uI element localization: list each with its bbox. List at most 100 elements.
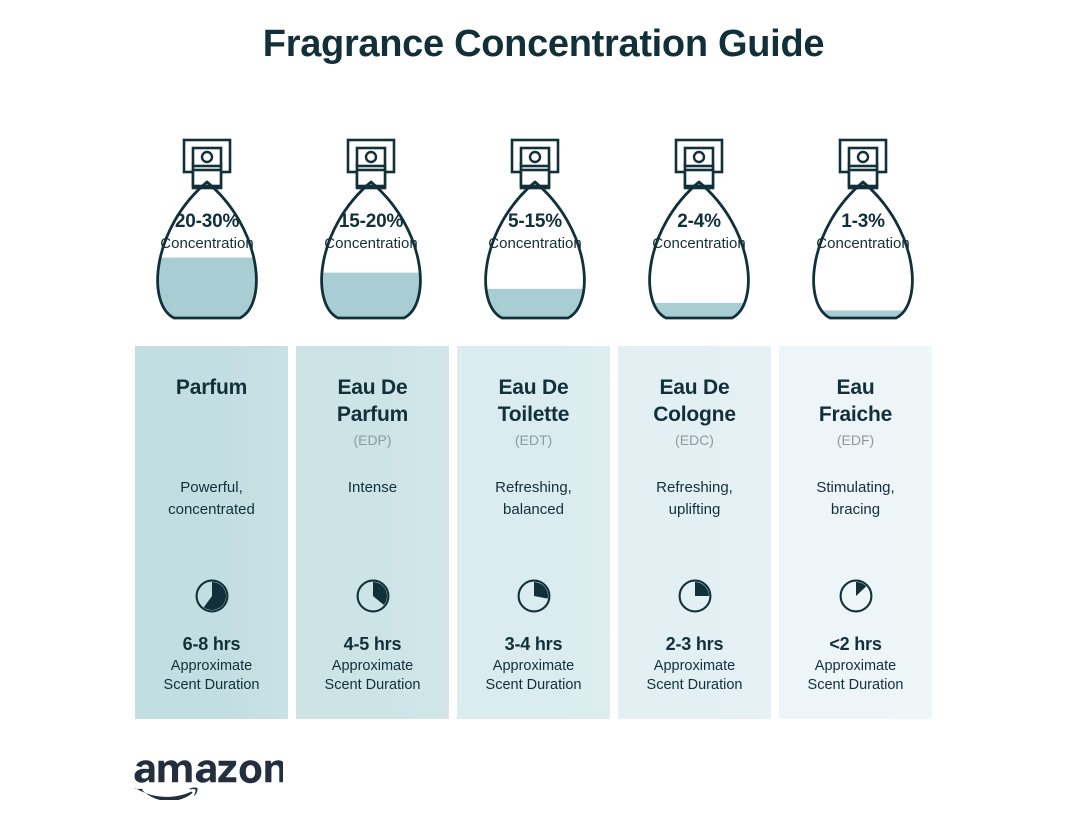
product-description: Refreshing, uplifting xyxy=(618,477,771,521)
clock-icon-wrap xyxy=(135,578,288,614)
bottle-row: 20-30% Concentration 15-20% Concentration 5-… xyxy=(125,138,945,333)
scent-duration-block: <2 hrs Approximate Scent Duration xyxy=(779,633,932,695)
duration-caption-line2: Scent Duration xyxy=(807,676,904,693)
bottle-liquid xyxy=(485,288,585,318)
product-abbreviation: (EDC) xyxy=(675,431,714,448)
clock-icon xyxy=(356,579,389,613)
bottle-liquid xyxy=(321,272,421,318)
bottle-body xyxy=(812,180,914,320)
bottle-collar xyxy=(191,168,223,188)
product-card-1[interactable]: Parfum Powerful, concentrated 6-8 hrs Approx… xyxy=(135,346,288,719)
duration-caption-line1: Approximate xyxy=(331,657,414,674)
bottle-collar xyxy=(683,168,715,188)
product-description-line: balanced xyxy=(503,501,564,519)
bottle-illustration xyxy=(812,138,914,320)
product-card-4[interactable]: Eau De Cologne (EDC) Refreshing, uplifting 2-… xyxy=(618,346,771,719)
bottle-collar xyxy=(847,168,879,188)
clock-icon-wrap xyxy=(779,578,932,614)
bottle-nozzle xyxy=(364,150,378,164)
bottle-nozzle xyxy=(200,150,214,164)
clock-icon xyxy=(839,579,872,613)
bottle-collar xyxy=(519,168,551,188)
duration-caption-line1: Approximate xyxy=(492,657,575,674)
product-name-line: Toilette xyxy=(497,402,570,426)
product-name: Eau De Parfum xyxy=(333,375,412,429)
product-name-line: Fraiche xyxy=(818,402,893,426)
product-name-line: Cologne xyxy=(653,402,736,426)
bottle-5: 1-3% Concentration xyxy=(781,138,945,333)
duration-caption-line2: Scent Duration xyxy=(163,676,260,693)
bottle-illustration xyxy=(320,138,422,320)
bottle-body xyxy=(156,180,258,320)
product-description: Refreshing, balanced xyxy=(457,477,610,521)
product-description: Stimulating, bracing xyxy=(779,477,932,521)
duration-value: 3-4 hrs xyxy=(504,634,563,654)
duration-caption-line2: Scent Duration xyxy=(324,676,421,693)
duration-value: 6-8 hrs xyxy=(182,634,241,654)
bottle-nozzle xyxy=(692,150,706,164)
product-description-line: concentrated xyxy=(168,501,255,519)
bottle-liquid xyxy=(813,310,913,318)
bottle-body xyxy=(648,180,750,320)
duration-value: 2-3 hrs xyxy=(665,634,724,654)
bottle-4: 2-4% Concentration xyxy=(617,138,781,333)
product-description-line: bracing xyxy=(830,501,881,519)
product-description-line: uplifting xyxy=(668,501,721,519)
product-name: Eau De Toilette xyxy=(494,375,574,429)
scent-duration-block: 3-4 hrs Approximate Scent Duration xyxy=(457,633,610,695)
bottle-illustration xyxy=(484,138,586,320)
product-name-line: Parfum xyxy=(336,402,409,426)
bottle-3: 5-15% Concentration xyxy=(453,138,617,333)
page-title: Fragrance Concentration Guide xyxy=(262,23,825,65)
product-card-3[interactable]: Eau De Toilette (EDT) Refreshing, balanced 3-… xyxy=(457,346,610,719)
clock-icon xyxy=(517,579,550,613)
duration-value: 4-5 hrs xyxy=(343,634,402,654)
clock-icon xyxy=(678,579,711,613)
product-description: Powerful, concentrated xyxy=(135,477,288,521)
duration-value: <2 hrs xyxy=(829,634,882,654)
product-abbreviation: (EDF) xyxy=(836,431,875,448)
bottle-nozzle xyxy=(528,150,542,164)
clock-icon-wrap xyxy=(618,578,771,614)
bottle-liquid xyxy=(649,302,749,318)
product-name-line: Eau xyxy=(836,376,875,399)
bottle-2: 15-20% Concentration xyxy=(289,138,453,333)
product-description-line: Stimulating, xyxy=(816,479,895,496)
product-description-line: Refreshing, xyxy=(656,479,733,496)
scent-duration-block: 6-8 hrs Approximate Scent Duration xyxy=(135,633,288,695)
clock-icon xyxy=(195,579,228,613)
product-name-line: Eau De xyxy=(337,376,408,399)
amazon-logo xyxy=(133,748,286,805)
scent-duration-block: 4-5 hrs Approximate Scent Duration xyxy=(296,633,449,695)
bottle-1: 20-30% Concentration xyxy=(125,138,289,333)
product-description-line: Powerful, xyxy=(180,479,243,496)
bottle-liquid xyxy=(157,257,257,318)
duration-caption-line1: Approximate xyxy=(170,657,253,674)
clock-icon-wrap xyxy=(457,578,610,614)
product-description-line: Intense xyxy=(347,479,398,496)
product-description: Intense xyxy=(296,477,449,499)
bottle-body xyxy=(484,180,586,320)
bottle-body xyxy=(320,180,422,320)
bottle-illustration xyxy=(156,138,258,320)
product-name-line: Parfum xyxy=(175,376,248,399)
product-cards: Parfum Powerful, concentrated 6-8 hrs Approx… xyxy=(135,346,936,719)
scent-duration-block: 2-3 hrs Approximate Scent Duration xyxy=(618,633,771,695)
product-name: Eau Fraiche xyxy=(815,375,896,429)
duration-caption-line1: Approximate xyxy=(653,657,736,674)
product-card-2[interactable]: Eau De Parfum (EDP) Intense 4-5 hrs Approxima… xyxy=(296,346,449,719)
bottle-collar xyxy=(355,168,387,188)
duration-caption-line1: Approximate xyxy=(814,657,897,674)
product-card-5[interactable]: Eau Fraiche (EDF) Stimulating, bracing <2 hrs… xyxy=(779,346,932,719)
product-abbreviation: (EDT) xyxy=(514,431,553,448)
product-name: Parfum xyxy=(172,375,251,402)
product-name: Eau De Cologne xyxy=(649,375,740,429)
bottle-nozzle xyxy=(856,150,870,164)
product-description-line: Refreshing, xyxy=(495,479,572,496)
duration-caption-line2: Scent Duration xyxy=(485,676,582,693)
product-abbreviation: (EDP) xyxy=(353,431,392,448)
product-name-line: Eau De xyxy=(498,376,569,399)
duration-caption-line2: Scent Duration xyxy=(646,676,743,693)
product-name-line: Eau De xyxy=(659,376,730,399)
clock-icon-wrap xyxy=(296,578,449,614)
